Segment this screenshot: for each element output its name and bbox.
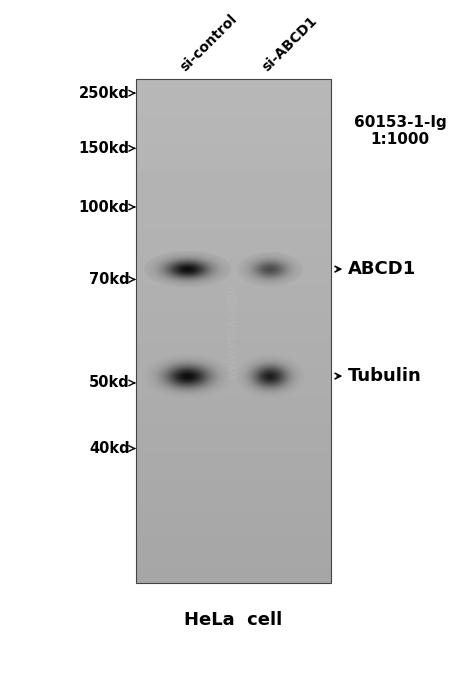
Text: 150kd: 150kd — [78, 141, 129, 156]
Text: 50kd: 50kd — [89, 375, 129, 391]
Text: WWW.PTGAB.COM: WWW.PTGAB.COM — [228, 284, 238, 379]
Text: HeLa  cell: HeLa cell — [184, 611, 282, 629]
Text: 100kd: 100kd — [78, 199, 129, 215]
Text: si-ABCD1: si-ABCD1 — [259, 14, 319, 75]
Text: Tubulin: Tubulin — [347, 367, 421, 385]
Text: ABCD1: ABCD1 — [347, 260, 415, 278]
Text: 60153-1-Ig
1:1000: 60153-1-Ig 1:1000 — [353, 115, 446, 147]
Bar — [135, 79, 330, 583]
Text: 40kd: 40kd — [89, 441, 129, 456]
Text: si-control: si-control — [177, 12, 240, 75]
Text: 70kd: 70kd — [89, 272, 129, 287]
Text: 250kd: 250kd — [78, 86, 129, 101]
